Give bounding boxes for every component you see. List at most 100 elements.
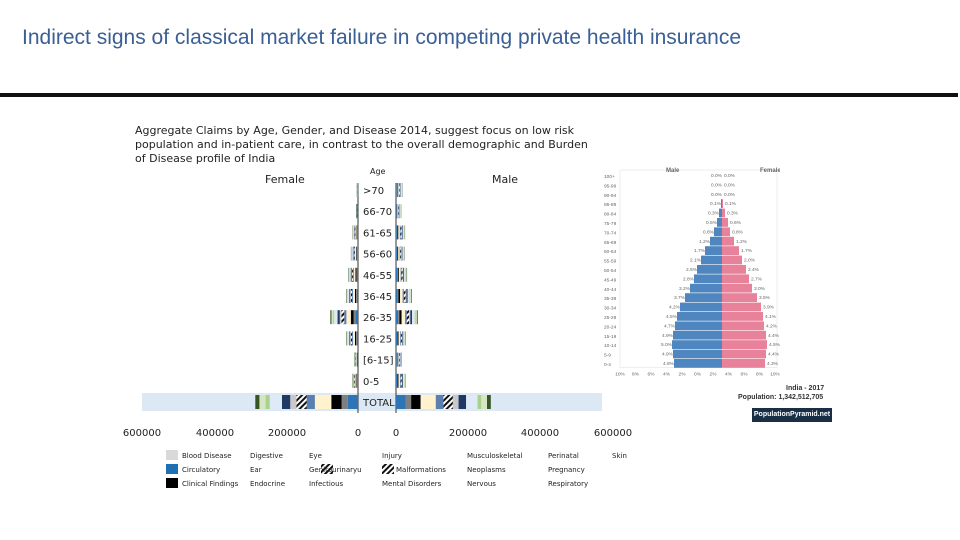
legend-label: Pregnancy — [548, 466, 585, 474]
pyramid-female-value: 4.4% — [768, 352, 780, 358]
female-bar-segment — [352, 267, 354, 282]
female-bar-segment — [355, 246, 357, 261]
female-bar-segment — [354, 225, 356, 240]
pyramid-male-value: 0.0% — [711, 192, 723, 198]
pyramid-age-label: 80-84 — [604, 212, 617, 218]
male-bar-segment — [412, 310, 415, 325]
male-bar-segment — [409, 289, 411, 303]
male-bar-segment — [410, 289, 412, 303]
female-bar-segment — [339, 310, 342, 325]
male-bar-segment — [399, 204, 401, 219]
female-bar-segment — [353, 225, 354, 240]
male-bar-segment — [401, 225, 402, 240]
female-bar-segment — [356, 331, 357, 346]
female-bar-segment — [353, 331, 355, 346]
legend-label: Clinical Findings — [182, 480, 239, 488]
pyramid-male-bar — [690, 283, 722, 293]
male-bar-segment — [397, 267, 398, 282]
pyramid-age-label: 75-79 — [604, 221, 617, 227]
pyramid-male-value: 3.7% — [674, 295, 686, 301]
pyramid-female-value: 0.1% — [725, 201, 737, 207]
pyramid-male-value: 4.9% — [662, 333, 674, 339]
female-bar-segment — [350, 331, 353, 346]
pyramid-female-value: 4.2% — [766, 323, 778, 329]
male-bar-segment — [400, 225, 402, 240]
legend-swatch — [166, 478, 178, 488]
male-bar-segment — [403, 289, 406, 303]
slide-title: Indirect signs of classical market failu… — [22, 26, 742, 49]
female-bar-segment — [331, 310, 334, 325]
male-bar-segment — [399, 246, 401, 261]
male-bar-segment — [396, 267, 398, 282]
pyramid-male-value: 4.2% — [669, 305, 681, 311]
female-bar-segment — [347, 289, 350, 303]
male-bar-segment — [396, 204, 397, 219]
pyramid-female-value: 0.8% — [732, 229, 744, 235]
pyramid-age-label: 35-39 — [604, 296, 617, 302]
female-bar-segment — [355, 310, 358, 325]
male-bar-segment — [400, 289, 403, 303]
female-bar-segment — [356, 331, 358, 346]
pyramid-age-label: 65-69 — [604, 240, 617, 246]
male-bar-segment — [396, 395, 406, 409]
female-bar-segment — [314, 395, 332, 409]
legend-label: Neoplasms — [467, 466, 506, 474]
female-bar-segment — [354, 331, 357, 346]
legend-label: Mental Disorders — [382, 480, 442, 488]
pyramid-x-tick: 8% — [632, 371, 640, 377]
pyramid-female-value: 3.0% — [754, 286, 766, 292]
male-bar-segment — [396, 225, 398, 240]
female-bar-segment — [355, 267, 357, 282]
pyramid-age-label: 5-9 — [604, 353, 611, 359]
female-bar-segment — [352, 373, 354, 388]
legend-label: Malformations — [396, 466, 446, 474]
male-bar-segment — [399, 310, 402, 325]
pyramid-female-bar — [722, 218, 728, 227]
pyramid-male-bar — [694, 274, 722, 284]
male-bar-segment — [405, 267, 407, 282]
title-divider — [0, 93, 958, 97]
male-bar-segment — [396, 331, 397, 346]
male-bar-segment — [402, 267, 404, 282]
pyramid-male-value: 4.9% — [662, 352, 674, 358]
pyramid-x-tick: 8% — [756, 371, 764, 377]
population-pyramid: Male Female 100+ 0.0% 0.0% 95-99 0.0% 0.0% 90-94… — [602, 162, 780, 424]
female-bar-segment — [349, 289, 351, 303]
pyramid-female-bar — [722, 199, 723, 208]
x-tick-label-left: 400000 — [196, 428, 234, 439]
pyramid-male-value: 0.1% — [710, 201, 722, 207]
female-bar-segment — [350, 267, 352, 282]
male-bar-segment — [452, 395, 459, 409]
male-bar-segment — [407, 289, 410, 303]
male-bar-segment — [398, 373, 400, 388]
pyramid-x-tick: 2% — [679, 371, 687, 377]
legend-label: Genitourinaryu — [309, 466, 362, 474]
male-bar-segment — [396, 331, 398, 346]
male-bar-segment — [398, 204, 400, 219]
legend-label: Eye — [309, 452, 322, 460]
male-bar-segment — [405, 310, 407, 325]
legend-label: Respiratory — [548, 480, 588, 488]
male-bar-segment — [397, 267, 399, 282]
pyramid-female-value: 4.4% — [768, 333, 780, 339]
female-bar-segment — [348, 267, 350, 282]
pyramid-male-bar — [719, 208, 722, 218]
female-bar-segment — [355, 225, 357, 240]
pyramid-x-tick: 4% — [663, 371, 671, 377]
pyramid-female-value: 2.0% — [744, 258, 756, 264]
male-bar-segment — [406, 310, 410, 325]
pyramid-female-bar — [722, 208, 725, 218]
pyramid-male-value: 1.2% — [699, 239, 711, 245]
male-bar-segment — [396, 246, 397, 261]
pyramid-male-value: 0.0% — [711, 182, 723, 188]
pyramid-source-badge[interactable]: PopulationPyramid.net — [752, 408, 832, 422]
male-bar-segment — [481, 395, 488, 409]
female-bar-segment — [354, 246, 356, 261]
male-bar-segment — [410, 310, 413, 325]
pyramid-female-value: 4.1% — [765, 314, 777, 320]
x-tick-label-right: 400000 — [521, 428, 559, 439]
pyramid-legend-female: Female — [760, 168, 780, 174]
x-tick-label-right: 0 — [393, 428, 399, 439]
pyramid-female-bar — [722, 227, 730, 237]
